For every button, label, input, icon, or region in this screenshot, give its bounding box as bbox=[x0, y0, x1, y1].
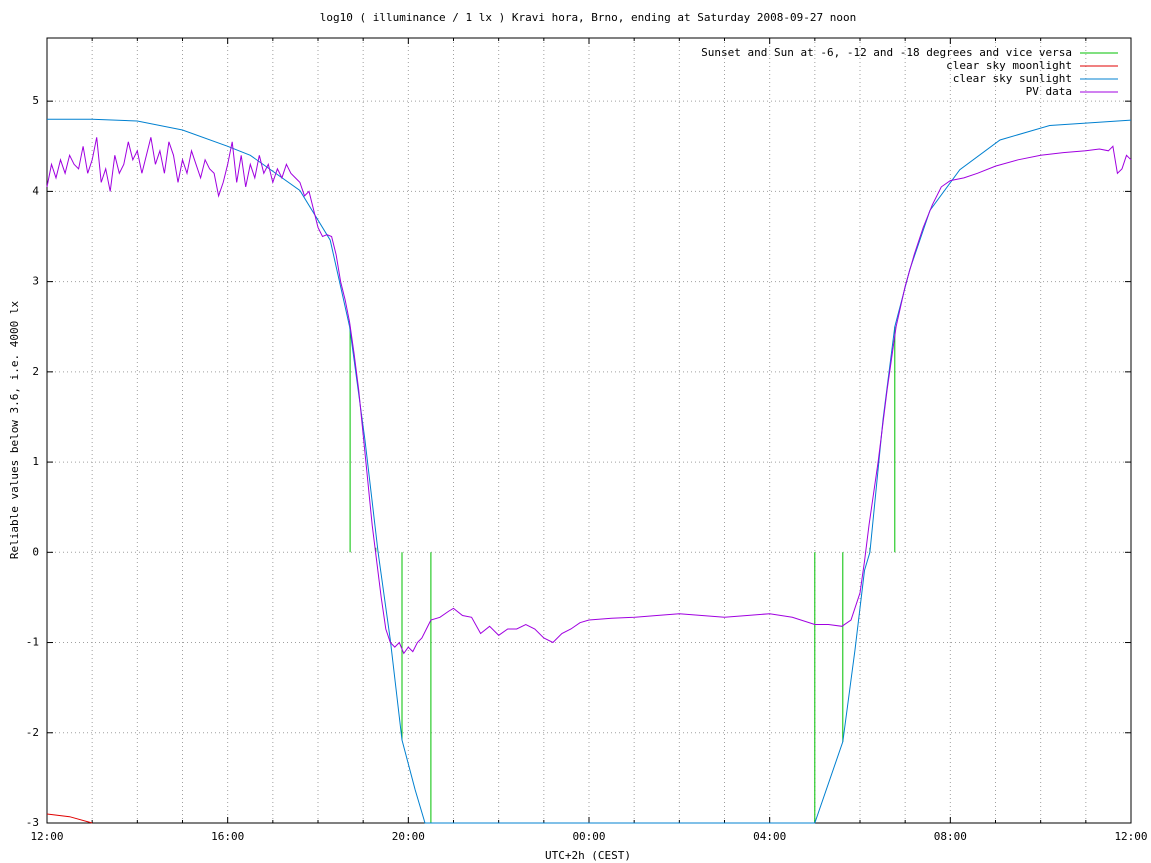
legend-label: clear sky moonlight bbox=[946, 59, 1072, 72]
y-tick-label: -3 bbox=[26, 816, 39, 829]
chart-title: log10 ( illuminance / 1 lx ) Kravi hora,… bbox=[320, 11, 856, 24]
x-axis-label: UTC+2h (CEST) bbox=[545, 849, 631, 862]
x-tick-label: 12:00 bbox=[1114, 830, 1147, 843]
y-tick-label: -2 bbox=[26, 726, 39, 739]
legend-label: PV data bbox=[1026, 85, 1072, 98]
x-tick-label: 08:00 bbox=[934, 830, 967, 843]
data-line bbox=[47, 118, 1132, 824]
x-tick-label: 12:00 bbox=[30, 830, 63, 843]
y-tick-label: 1 bbox=[32, 455, 39, 468]
x-tick-label: 20:00 bbox=[392, 830, 425, 843]
legend-label: clear sky sunlight bbox=[953, 72, 1072, 85]
data-line bbox=[46, 137, 1132, 655]
legend-label: Sunset and Sun at -6, -12 and -18 degree… bbox=[701, 46, 1072, 59]
x-tick-label: 00:00 bbox=[572, 830, 605, 843]
y-tick-label: 5 bbox=[32, 94, 39, 107]
y-tick-label: -1 bbox=[26, 636, 39, 649]
x-tick-label: 16:00 bbox=[211, 830, 244, 843]
y-tick-label: 0 bbox=[32, 545, 39, 558]
data-line bbox=[46, 813, 93, 824]
x-tick-label: 04:00 bbox=[753, 830, 786, 843]
y-tick-label: 3 bbox=[32, 275, 39, 288]
y-tick-label: 2 bbox=[32, 365, 39, 378]
y-tick-label: 4 bbox=[32, 184, 39, 197]
data-line bbox=[349, 326, 896, 823]
y-axis-label: Reliable values below 3.6, i.e. 4000 lx bbox=[8, 300, 21, 559]
